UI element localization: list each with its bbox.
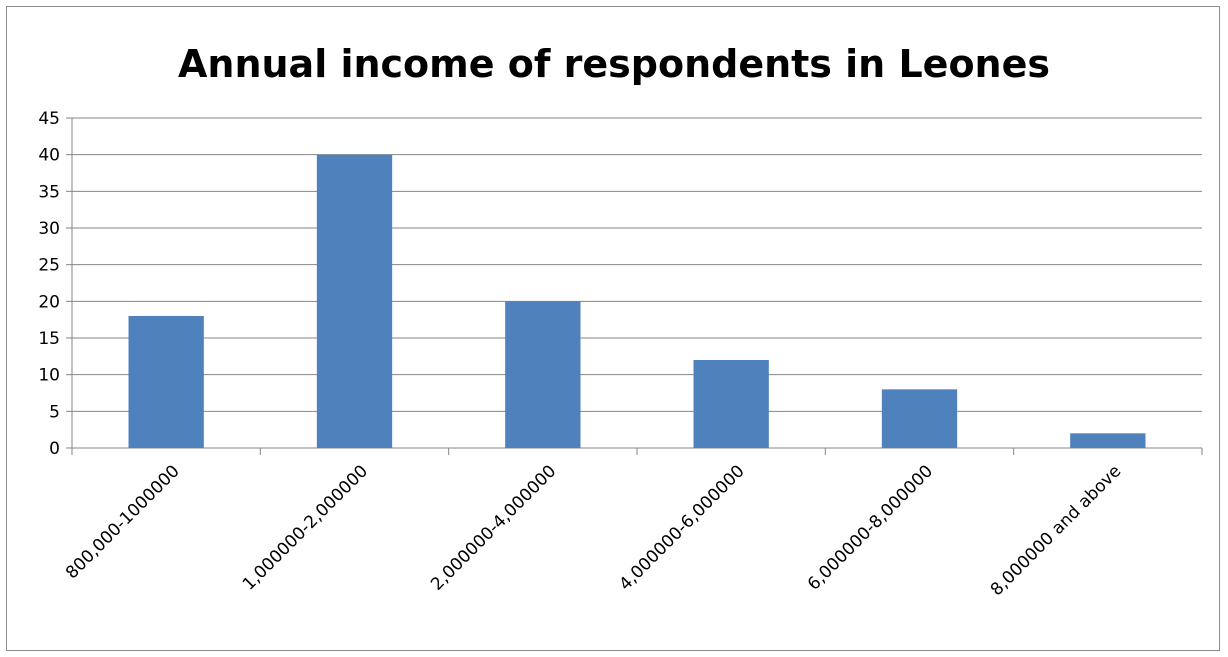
x-tick-label-0: 800,000-1000000 [62, 461, 184, 583]
y-tick-label-25: 25 [38, 256, 60, 276]
bar-3 [693, 360, 769, 448]
x-tick-label-3: 4,000000-6,000000 [616, 461, 749, 594]
bar-4 [881, 389, 958, 448]
y-tick-label-10: 10 [38, 366, 60, 386]
x-tick-label-4: 6,000000-8,000000 [804, 461, 937, 594]
y-tick-label-5: 5 [49, 402, 60, 422]
y-tick-label-35: 35 [38, 182, 60, 202]
y-tick-label-40: 40 [38, 146, 60, 166]
bar-2 [505, 301, 581, 448]
x-tick-label-5: 8,000000 and above [987, 461, 1126, 600]
y-tick-label-0: 0 [49, 439, 60, 459]
chart-frame [6, 6, 1220, 651]
x-tick-label-1: 1,000000-2,000000 [239, 461, 372, 594]
bars [128, 154, 1146, 448]
bar-0 [128, 316, 204, 448]
x-tick-label-2: 2,000000-4,000000 [427, 461, 560, 594]
y-tick-label-30: 30 [38, 219, 60, 239]
axes [66, 117, 1203, 455]
bar-1 [316, 154, 393, 448]
y-tick-label-15: 15 [38, 329, 60, 349]
gridlines [72, 117, 1202, 412]
chart-title: Annual income of respondents in Leones [177, 42, 1050, 86]
y-tick-label-20: 20 [38, 292, 60, 312]
y-tick-label-45: 45 [38, 109, 60, 129]
bar-5 [1070, 433, 1146, 448]
